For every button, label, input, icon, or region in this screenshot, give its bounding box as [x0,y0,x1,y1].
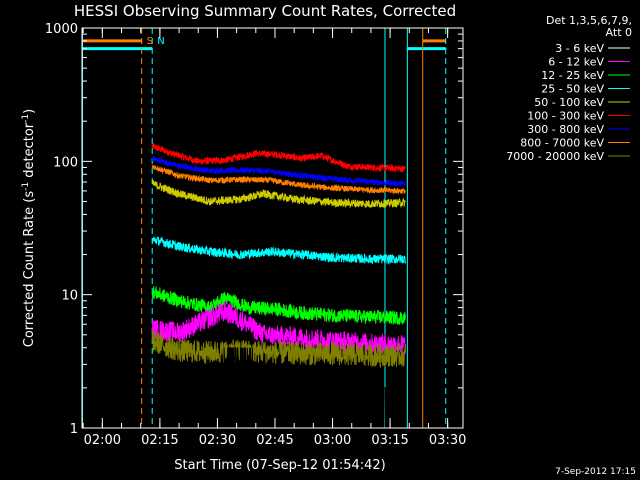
y-axis-label: Corrected Count Rate (s-1 detector-1) [21,109,37,347]
legend-label-8: 7000 - 20000 keV [506,150,604,163]
plot-frame [81,27,464,429]
legend-label-3: 25 - 50 keV [541,83,604,96]
y-tick-label-1000: 1000 [45,22,78,37]
legend-label-1: 6 - 12 keV [548,56,604,69]
footer-timestamp: 7-Sep-2012 17:15 [555,467,636,477]
x-tick-label-1: 02:15 [141,433,178,448]
series-3-6keV [155,347,391,429]
x-tick-label-2: 02:30 [199,433,236,448]
series-50-100keV [151,179,406,209]
legend-label-4: 50 - 100 keV [534,96,604,109]
series-300-800keV [151,156,406,187]
x-tick-label-6: 03:30 [429,433,466,448]
detector-info-line-1: Att 0 [606,26,632,39]
series-12-25keV [151,286,406,325]
axes: 1 10 100 1000 02:00 02:15 02:30 02:45 03:00 03:15… [45,22,466,448]
y-tick-label-10: 10 [61,289,78,304]
y-tick-label-100: 100 [53,155,78,170]
legend-label-0: 3 - 6 keV [555,42,604,55]
chart-title: HESSI Observing Summary Count Rates, Cor… [74,2,456,20]
legend-label-6: 300 - 800 keV [527,123,604,136]
x-tick-label-3: 02:45 [256,433,293,448]
series-7000-20000keV [151,329,406,369]
series-800-7000keV [151,164,406,195]
legend-label-2: 12 - 25 keV [541,69,604,82]
detector-info-line-0: Det 1,3,5,6,7,9, [546,14,632,27]
x-tick-label-0: 02:00 [84,433,121,448]
detector-info: Det 1,3,5,6,7,9,Att 0 [546,14,632,39]
series-25-50keV [151,236,406,265]
legend-label-5: 100 - 300 keV [527,110,604,123]
series-100-300keV [151,142,406,174]
legend-label-7: 800 - 7000 keV [520,137,604,150]
x-axis-label: Start Time (07-Sep-12 01:54:42) [174,458,385,473]
x-tick-label-5: 03:15 [371,433,408,448]
x-tick-label-4: 03:00 [314,433,351,448]
series-6-12keV [151,301,406,355]
marker-n: N [157,36,164,47]
y-tick-label-1: 1 [70,422,78,437]
marker-s: S [147,36,153,47]
